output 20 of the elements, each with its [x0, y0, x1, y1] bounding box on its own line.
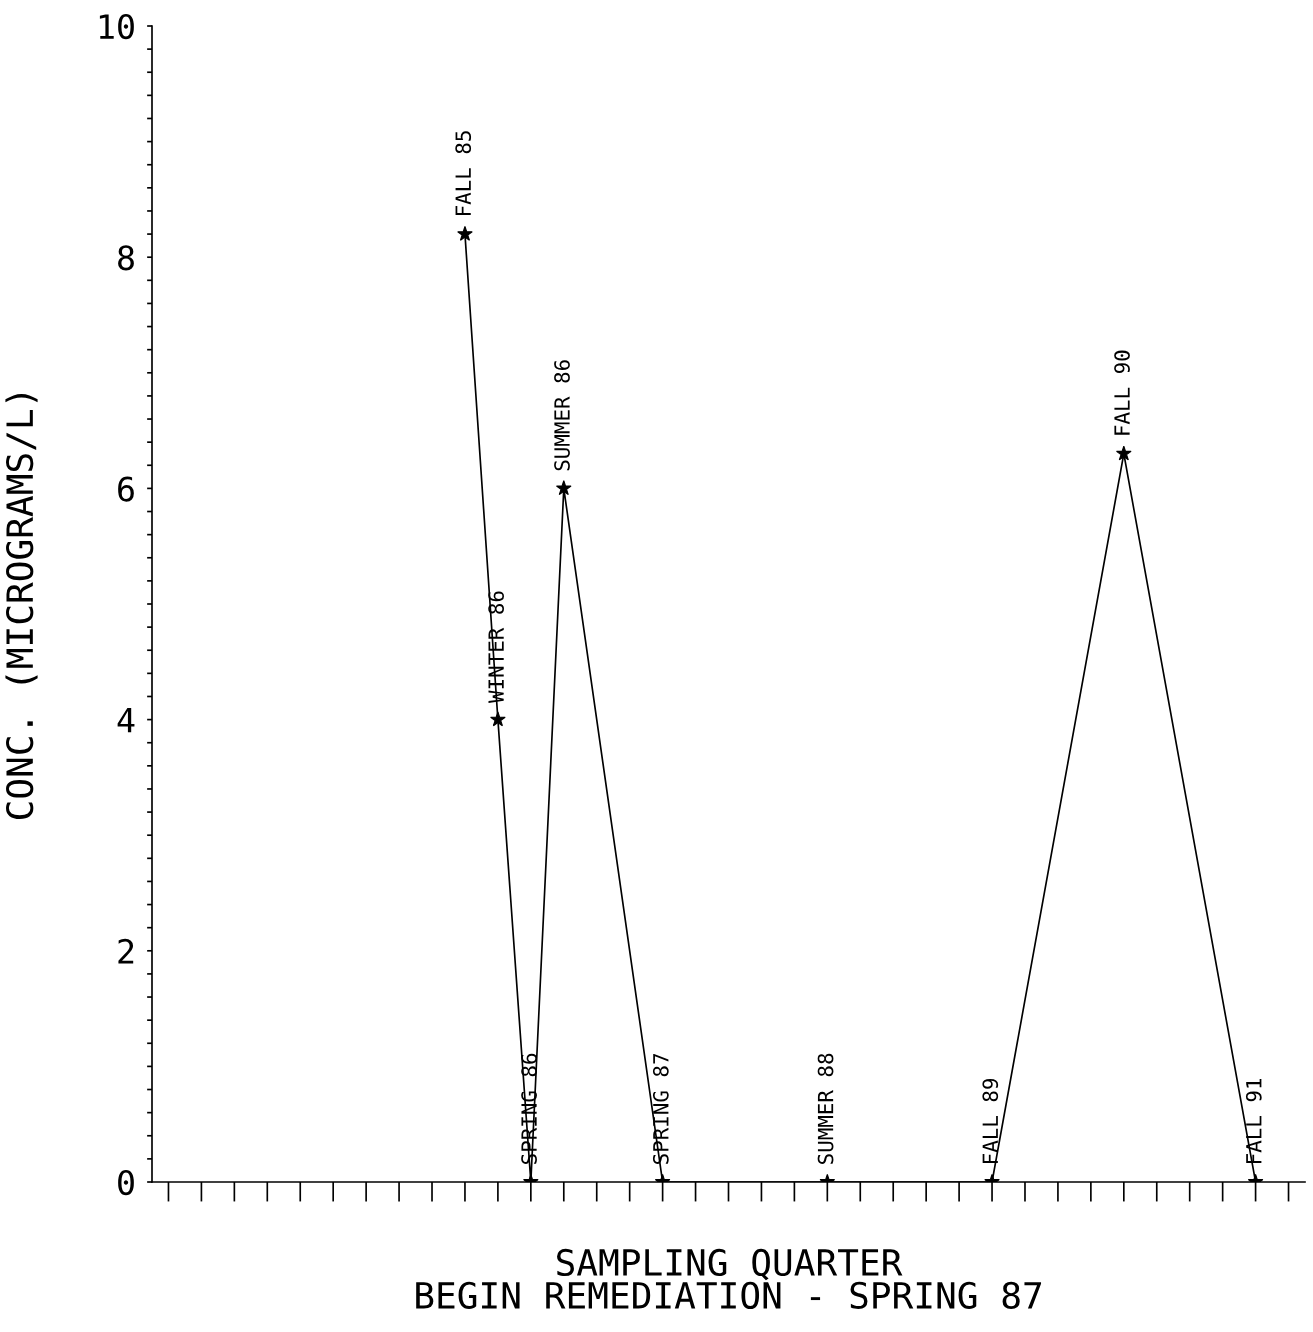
data-label: FALL 85 [455, 131, 472, 216]
y-tick-label: 8 [118, 245, 134, 271]
point [1115, 445, 1132, 461]
y-tick-label: 6 [118, 476, 134, 502]
y-tick-label: 10 [99, 14, 134, 40]
data-label: SUMMER 86 [554, 360, 570, 471]
y-axis-title: CONC. (MICROGRAMS/L) [5, 394, 38, 819]
text: BEGIN REMEDIATION - SPRING 87 [416, 1281, 1042, 1310]
point [490, 711, 506, 727]
data-label: SPRING 87 [652, 1054, 669, 1164]
data-label: FALL 89 [982, 1078, 999, 1163]
y-tick-label: 0 [118, 1170, 134, 1196]
point [555, 480, 572, 496]
data-label: FALL 90 [1114, 350, 1130, 435]
point [457, 225, 473, 241]
y-tick-label: 2 [118, 938, 134, 964]
y-tick-label: 4 [117, 708, 135, 733]
data-label: SUMMER 88 [817, 1053, 834, 1164]
x-axis-title: SAMPLING QUARTER [557, 1248, 903, 1281]
data-label: FALL 91 [1245, 1078, 1262, 1163]
